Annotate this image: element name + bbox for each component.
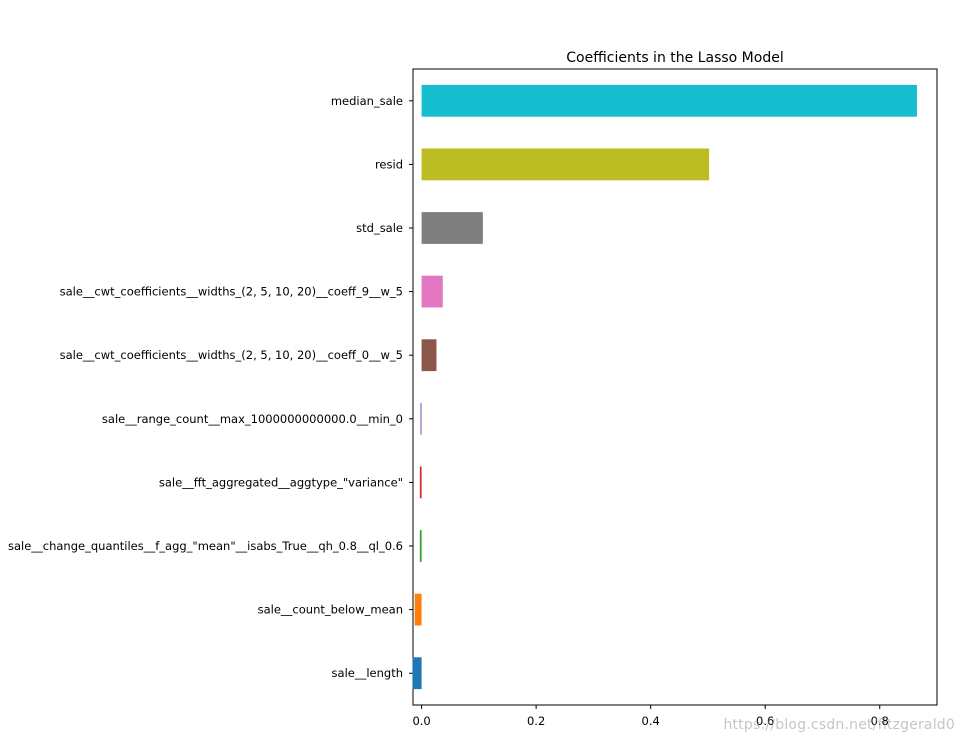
bar-2 bbox=[421, 212, 483, 244]
y-tick-label-3: sale__cwt_coefficients__widths_(2, 5, 10… bbox=[60, 285, 403, 299]
y-tick-label-4: sale__cwt_coefficients__widths_(2, 5, 10… bbox=[60, 348, 403, 362]
chart-title: Coefficients in the Lasso Model bbox=[566, 50, 783, 66]
x-tick-label-4: 0.8 bbox=[871, 714, 889, 728]
bar-5 bbox=[420, 402, 422, 435]
bar-4 bbox=[421, 339, 437, 372]
bar-0 bbox=[421, 84, 917, 117]
bar-3 bbox=[421, 275, 443, 308]
y-tick-label-0: median_sale bbox=[331, 94, 403, 108]
y-tick-label-5: sale__range_count__max_1000000000000.0__… bbox=[102, 412, 403, 426]
bar-9 bbox=[412, 657, 422, 690]
y-tick-label-8: sale__count_below_mean bbox=[258, 603, 403, 617]
y-tick-label-1: resid bbox=[375, 157, 403, 171]
bar-6 bbox=[419, 466, 422, 499]
y-tick-label-9: sale__length bbox=[332, 666, 403, 680]
bar-7 bbox=[419, 530, 422, 562]
bar-1 bbox=[421, 148, 710, 181]
x-tick-label-1: 0.2 bbox=[527, 714, 545, 728]
watermark-text: https://blog.csdn.net/fitzgerald0 bbox=[723, 717, 955, 733]
y-tick-label-6: sale__fft_aggregated__aggtype_"variance" bbox=[159, 475, 403, 489]
bar-8 bbox=[414, 593, 422, 626]
x-tick-label-2: 0.4 bbox=[642, 714, 660, 728]
x-tick-label-0: 0.0 bbox=[412, 714, 430, 728]
plot-frame bbox=[412, 68, 938, 706]
y-tick-label-2: std_sale bbox=[356, 221, 403, 235]
x-tick-label-3: 0.6 bbox=[756, 714, 774, 728]
y-tick-label-7: sale__change_quantiles__f_agg_"mean"__is… bbox=[8, 539, 403, 553]
